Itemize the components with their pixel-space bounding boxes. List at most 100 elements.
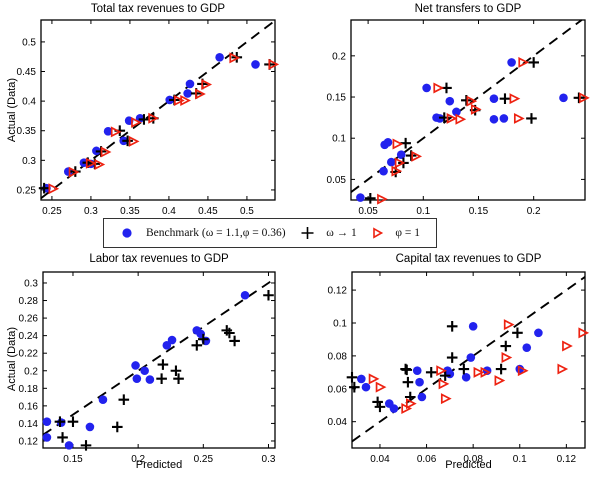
data-point [122, 135, 133, 147]
circle-marker-icon [122, 228, 132, 238]
triangle-marker-icon [373, 227, 384, 239]
identity-dashed-line [351, 276, 586, 443]
data-point [132, 374, 142, 383]
data-point [489, 114, 499, 124]
data-point [461, 372, 471, 382]
data-point [522, 343, 532, 352]
data-point [422, 83, 431, 93]
svg-text:0.12: 0.12 [19, 436, 39, 447]
axes-total-tax-revenues: 0.25 0.3 0.35 0.4 0.45 0.5 0.25 0.3 0.35 0.4 0.45 0… [17, 19, 276, 217]
data-point [140, 366, 149, 376]
data-point [375, 381, 387, 393]
data-point [446, 320, 458, 332]
svg-text:0.26: 0.26 [19, 314, 39, 325]
data-point [167, 335, 177, 345]
data-point [512, 327, 523, 339]
data-point [534, 328, 543, 338]
identity-dashed-line [350, 19, 583, 193]
data-point [268, 58, 280, 70]
data-point [392, 138, 404, 150]
data-point [573, 92, 585, 104]
data-point [368, 373, 380, 385]
data-point [103, 127, 113, 136]
data-point [386, 157, 396, 167]
data-point [557, 363, 569, 375]
data-point [229, 335, 240, 347]
axes-labor-tax-revenues: 0.15 0.2 0.25 0.3 0.12 0.14 0.16 0.18 0.2 0.22 0.2… [19, 271, 276, 465]
data-point [579, 92, 590, 104]
svg-text:0.16: 0.16 [19, 401, 39, 412]
data-point [515, 364, 525, 374]
svg-text:0.1: 0.1 [333, 318, 347, 329]
data-point [67, 416, 79, 427]
data-point [445, 369, 455, 379]
svg-text:0.25: 0.25 [17, 185, 37, 196]
data-point [42, 417, 52, 426]
data-point [438, 378, 450, 390]
data-point [400, 137, 411, 149]
y-axis-label-total-tax: Actual (Data) [6, 77, 18, 143]
data-point [468, 321, 478, 331]
data-point [357, 374, 366, 384]
svg-text:0.12: 0.12 [328, 286, 348, 297]
data-point [240, 290, 250, 300]
data-point [263, 289, 274, 301]
svg-text:0.3: 0.3 [22, 156, 36, 167]
data-point [156, 373, 167, 384]
chart-title-capital-tax: Capital tax revenues to GDP [395, 253, 542, 265]
svg-text:0.3: 0.3 [24, 278, 38, 289]
svg-text:0.15: 0.15 [327, 93, 347, 104]
data-point [411, 150, 423, 162]
series-benchmark-net-transfers [356, 58, 568, 202]
data-point [503, 319, 515, 331]
svg-text:0.2: 0.2 [332, 51, 346, 62]
data-point [405, 150, 417, 161]
svg-text:0.5: 0.5 [22, 37, 36, 48]
data-point [374, 401, 386, 413]
data-point [436, 365, 448, 377]
data-point [180, 95, 191, 107]
legend-item-omega: ω → 1 [300, 226, 357, 240]
svg-text:0.25: 0.25 [194, 454, 214, 465]
data-point [415, 377, 424, 387]
data-point [346, 371, 358, 383]
data-point [433, 82, 445, 94]
data-point [372, 396, 383, 408]
svg-text:0.08: 0.08 [328, 351, 348, 362]
svg-text:0.2: 0.2 [131, 454, 145, 465]
chart-title-net-transfers: Net transfers to GDP [414, 3, 522, 15]
series-benchmark-capital-tax-revenues [357, 321, 543, 413]
svg-text:0.05: 0.05 [358, 206, 378, 217]
data-point [224, 327, 235, 339]
svg-text:0.2: 0.2 [24, 366, 38, 377]
data-point [64, 441, 74, 450]
data-point [191, 339, 203, 351]
svg-text:0.18: 0.18 [19, 384, 39, 395]
data-point [221, 325, 233, 336]
svg-text:0.1: 0.1 [416, 206, 430, 217]
data-point [349, 381, 360, 393]
series-benchmark-labor-tax-revenues [42, 290, 250, 450]
data-point [185, 79, 195, 89]
svg-text:0.05: 0.05 [327, 175, 347, 186]
data-point [162, 340, 172, 350]
data-point [526, 113, 537, 124]
series-phi-1-total-tax-revenues [48, 52, 280, 195]
data-point [406, 398, 417, 410]
data-point [361, 382, 371, 392]
data-point [229, 52, 241, 64]
data-point [494, 375, 506, 387]
series-phi-1-capital-tax-revenues [368, 319, 590, 415]
legend-label-phi: φ = 1 [395, 227, 420, 239]
data-point [42, 433, 52, 442]
series-omega-to-1-net-transfers [365, 57, 585, 204]
svg-text:0.35: 0.35 [120, 206, 140, 217]
data-point [391, 165, 403, 177]
svg-text:0.15: 0.15 [469, 206, 489, 217]
data-point [518, 56, 530, 68]
data-point [445, 96, 455, 106]
data-point [54, 416, 66, 427]
data-point [425, 367, 437, 378]
